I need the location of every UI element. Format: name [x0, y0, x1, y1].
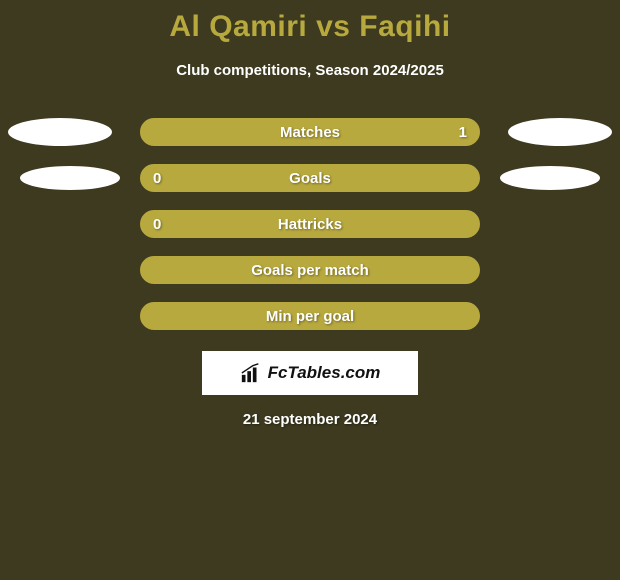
stat-bar-gpm: Goals per match [140, 256, 480, 284]
fctables-logo-link[interactable]: FcTables.com [202, 351, 418, 395]
player-left-oval-small [20, 166, 120, 190]
stat-bar-matches: Matches 1 [140, 118, 480, 146]
stat-row-mpg: Min per goal [0, 293, 620, 339]
stat-bar-hattricks: 0 Hattricks [140, 210, 480, 238]
logo-text: FcTables.com [268, 363, 381, 383]
stat-value-left: 0 [153, 216, 161, 233]
stat-label: Min per goal [266, 308, 354, 325]
stat-value-left: 0 [153, 170, 161, 187]
stat-value-right: 1 [459, 124, 467, 141]
stat-row-goals: 0 Goals [0, 155, 620, 201]
date-text: 21 september 2024 [243, 411, 377, 428]
stat-label: Goals per match [251, 262, 369, 279]
main-container: Al Qamiri vs Faqihi Club competitions, S… [0, 0, 620, 428]
chart-icon [240, 362, 262, 384]
page-subtitle: Club competitions, Season 2024/2025 [176, 62, 444, 79]
stat-row-matches: Matches 1 [0, 109, 620, 155]
stat-bar-goals: 0 Goals [140, 164, 480, 192]
page-title: Al Qamiri vs Faqihi [169, 10, 450, 44]
stat-label: Matches [280, 124, 340, 141]
stats-area: Matches 1 0 Goals 0 Hattricks [0, 109, 620, 339]
stat-label: Goals [289, 170, 331, 187]
player-right-oval [508, 118, 612, 146]
stat-bar-mpg: Min per goal [140, 302, 480, 330]
stat-label: Hattricks [278, 216, 342, 233]
player-right-oval-small [500, 166, 600, 190]
stat-row-hattricks: 0 Hattricks [0, 201, 620, 247]
player-left-oval [8, 118, 112, 146]
stat-row-gpm: Goals per match [0, 247, 620, 293]
